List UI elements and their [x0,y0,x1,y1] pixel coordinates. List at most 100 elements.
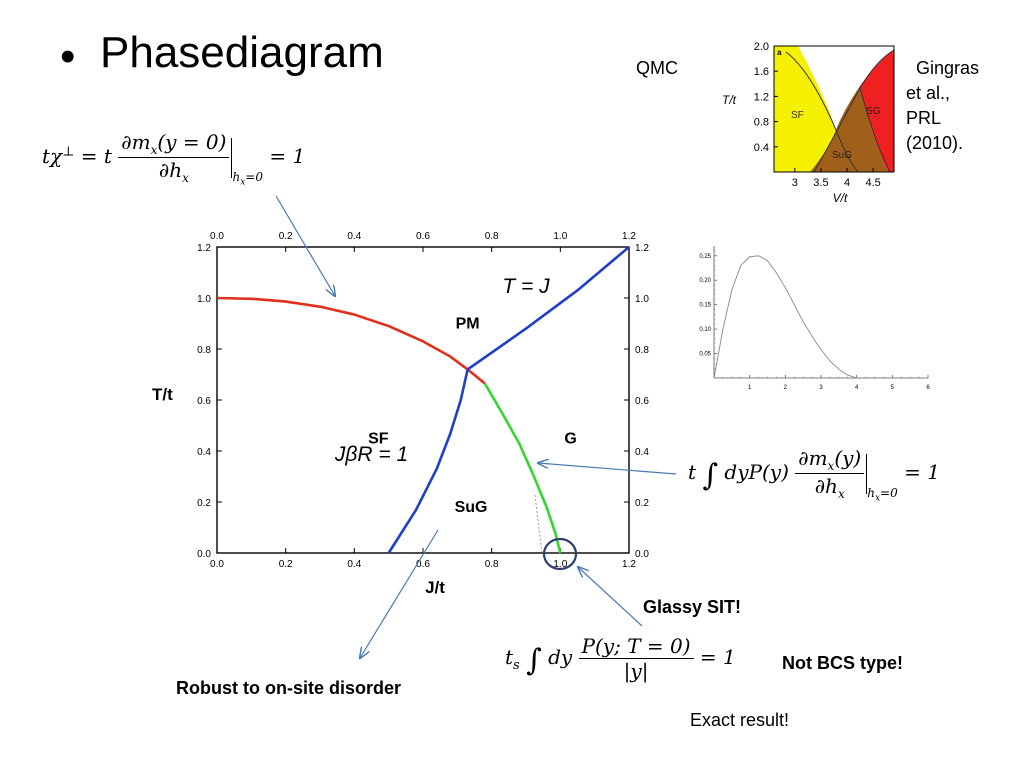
title-bullet: • [60,32,76,81]
ts-int: ∫ [526,643,542,678]
qmc-xtick-label: 4 [844,177,850,189]
distribution-inset-chart: 1 2 3 4 5 6 0.05 0.10 0.15 0.20 0.25 [699,246,930,391]
chi-eval: h [232,170,241,184]
xtick-label-bottom: 1.0 [553,559,567,570]
ts-rhs: = 1 [693,645,736,669]
formula-label-0: T = J [502,275,550,298]
xtick-label-top: 0.2 [279,231,293,242]
qmc-xtick-label: 3.5 [813,177,828,189]
chi-den: ∂h [158,158,183,182]
xtick-label-top: 0.0 [210,231,224,242]
qmc-inset-chart: 3 3.5 4 4.50.40.81.21.62.0 a SF SuG SG V/t … [722,41,895,205]
main-ticks: 0.00.00.20.20.40.40.60.60.80.81.01.01.21… [197,231,649,570]
arrow-robust [360,529,439,658]
qmc-xlabel: V/t [833,191,848,205]
ytick-label-right: 0.6 [635,396,649,407]
qmc-xtick-label: 3 [792,177,798,189]
glass-num-sub: x [827,459,835,473]
qmc-xtick-label: 4.5 [865,177,880,189]
chi-equation: tχ⊥ = t ∂mx(y = 0) ∂hx hx=0 = 1 [42,130,305,187]
dist-xtick-label: 4 [855,385,859,391]
chi-den-sub: x [182,171,189,185]
chi-num-sub: x [150,143,158,157]
glass-body: dyP(y) [724,460,789,484]
ts-den: |y| [623,659,649,683]
xtick-label-bottom: 0.8 [485,559,499,570]
phase-label-sug: SuG [455,499,488,516]
glass-eval-sub: x [874,493,881,504]
xtick-label-bottom: 0.0 [210,559,224,570]
qmc-label: QMC [636,58,678,78]
citation: Gingras et al., PRL (2010). [906,56,979,156]
glass-eval-rest: =0 [880,486,898,500]
ytick-label-right: 1.2 [635,243,649,254]
dist-curve [713,255,857,379]
series-line-2 [466,246,630,371]
glass-eval: h [867,486,875,500]
region-sg [860,50,894,172]
glass-rhs: = 1 [897,460,940,484]
series-line-3 [483,382,562,554]
ytick-label-left: 0.4 [197,447,211,458]
main-labels: PM SF G SuG T = J JβR = 1 [334,275,577,516]
qmc-ticks: 3 3.5 4 4.5 0.4 0.8 1.2 1.6 2.0 [754,41,881,189]
ytick-label-right: 1.0 [635,294,649,305]
glass-fraction: ∂mx(y) ∂hx [795,446,865,501]
qmc-ytick-label: 1.6 [754,66,769,78]
main-ylabel: T/t [152,385,173,404]
chi-eval-rest: =0 [245,170,263,184]
chi-num: ∂m [121,130,151,154]
ytick-label-right: 0.4 [635,447,649,458]
ytick-label-left: 0.2 [197,498,211,509]
ytick-label-left: 0.0 [197,549,211,560]
robust-label: Robust to on-site disorder [176,678,401,698]
line-sf-boundary [785,51,859,173]
dist-ytick-label: 0.10 [699,327,711,333]
chi-lhs: tχ [42,144,63,168]
chi-eval-sub: x [240,177,246,188]
main-xlabel: J/t [425,578,445,597]
qmc-region-sg: SG [866,106,881,117]
qmc-region-sug: SuG [832,150,852,161]
qmc-ytick-label: 1.2 [754,91,769,103]
dist-xtick-label: 2 [784,385,788,391]
dotted-guide [534,494,543,554]
qmc-panel-letter: a [777,48,782,57]
ytick-label-left: 0.8 [197,345,211,356]
slide-title: Phasediagram [100,28,384,77]
glass-num-rest: (y) [834,446,862,470]
citation-line-3: PRL [906,108,942,128]
not-bcs-label: Not BCS type! [782,653,903,673]
arrow-glass [538,463,677,475]
xtick-label-top: 0.4 [347,231,361,242]
xtick-label-top: 1.0 [553,231,567,242]
citation-line-1: Gingras [916,58,980,78]
phase-diagram-chart: 0.00.00.20.20.40.40.60.60.80.81.01.01.21… [152,231,649,597]
qmc-ytick-label: 2.0 [754,41,769,53]
glass-equation: t ∫ dyP(y) ∂mx(y) ∂hx hx=0 = 1 [688,446,940,503]
phase-label-g: G [564,430,576,447]
dist-ytick-label: 0.05 [699,352,711,358]
dist-xtick-label: 6 [926,385,930,391]
ts-sub: s [513,658,520,673]
citation-line-2: et al., [906,83,951,103]
ts-fraction: P(y; T = 0) |y| [578,634,694,683]
chi-eq: = t [74,144,112,168]
line-sg-lower [859,87,891,173]
citation-line-4: (2010). [906,133,964,153]
dist-series [713,255,857,379]
ytick-label-right: 0.2 [635,498,649,509]
qmc-ytick-label: 0.8 [754,117,769,129]
xtick-label-top: 0.6 [416,231,430,242]
series-line-1 [387,369,469,554]
series-line-0 [216,296,486,385]
arrow-chi [275,195,335,296]
ts-num: P(y; T = 0) [578,634,694,659]
glass-int: ∫ [702,458,719,493]
dist-ytick-label: 0.25 [699,254,711,260]
ts-equation: ts ∫ dy P(y; T = 0) |y| = 1 [505,634,736,683]
dist-ytick-label: 0.20 [699,278,711,284]
xtick-label-bottom: 0.6 [416,559,430,570]
chi-sup: ⊥ [62,144,75,160]
glass-t: t [688,460,697,484]
